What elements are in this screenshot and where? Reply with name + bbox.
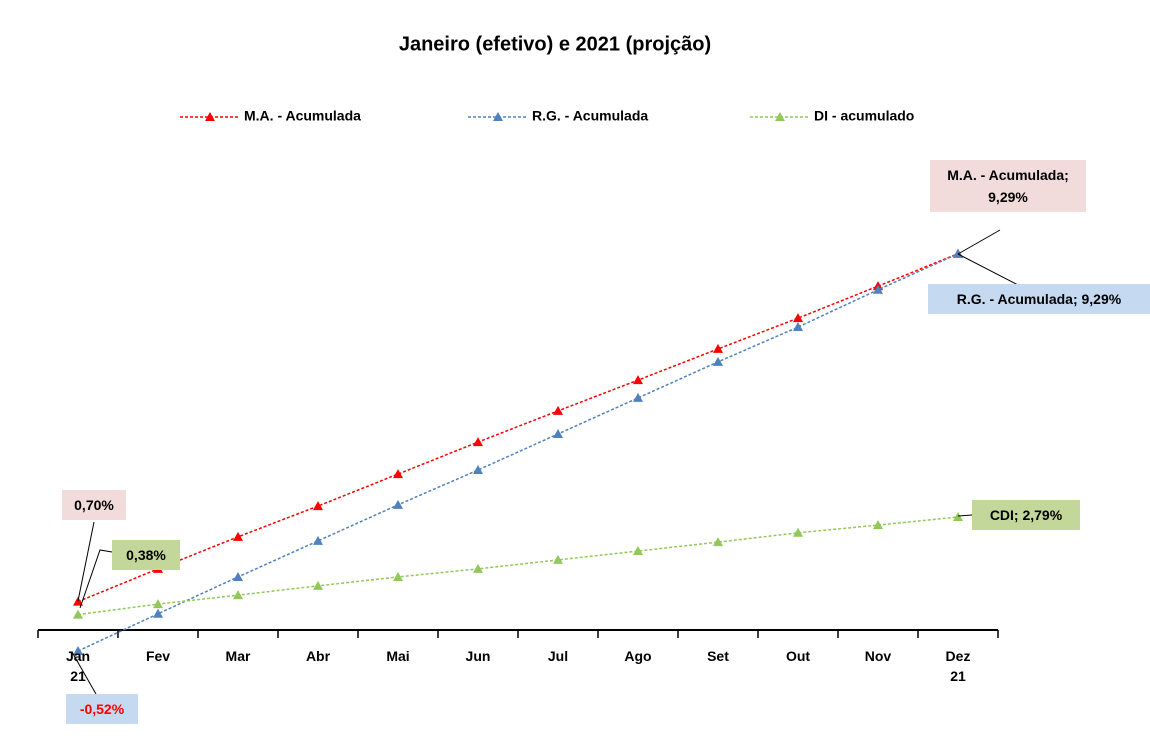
data-point (153, 599, 163, 609)
x-tick-label: Set (707, 648, 729, 664)
data-label: CDI; 2,79% (972, 500, 1080, 530)
series-line (77, 516, 959, 616)
data-point (233, 590, 243, 600)
series-line (77, 253, 959, 603)
x-tick-label: Mar (225, 648, 251, 664)
data-point (873, 520, 883, 530)
x-tick-label: Out (785, 648, 811, 664)
data-point (473, 437, 483, 447)
data-point (873, 284, 883, 294)
data-point (793, 322, 803, 332)
leader-line (957, 514, 973, 517)
data-point (393, 469, 403, 479)
x-tick-label: Ago (624, 648, 652, 664)
data-point (713, 356, 723, 366)
x-tick-label: Dez 21 (945, 648, 971, 684)
x-tick-label: Mai (386, 648, 410, 664)
series-line (77, 253, 959, 652)
leader-line (71, 651, 97, 695)
data-point (793, 527, 803, 537)
legend-marker (205, 112, 215, 121)
data-point (953, 248, 963, 258)
data-point (233, 571, 243, 581)
data-point (553, 405, 563, 415)
data-label: R.G. - Acumulada; 9,29% (928, 284, 1150, 314)
data-label: -0,52% (66, 694, 138, 724)
x-tick-label: Jul (547, 648, 569, 664)
data-point (713, 537, 723, 547)
leader-line (957, 229, 1001, 255)
data-point (313, 580, 323, 590)
data-point (233, 531, 243, 541)
data-point (73, 609, 83, 619)
data-point (793, 313, 803, 323)
data-point (553, 428, 563, 438)
leader-line (957, 253, 1021, 287)
data-point (553, 554, 563, 564)
leader-line (77, 521, 95, 602)
legend-label: M.A. - Acumulada (244, 108, 361, 124)
chart-title: Janeiro (efetivo) e 2021 (projção) (399, 33, 711, 55)
data-point (473, 563, 483, 573)
data-label: M.A. - Acumulada; 9,29% (930, 160, 1086, 212)
x-tick-label: Nov (864, 648, 892, 664)
data-point (633, 392, 643, 402)
legend-label: R.G. - Acumulada (532, 108, 648, 124)
data-point (393, 499, 403, 509)
legend-marker (775, 112, 785, 121)
data-point (473, 465, 483, 475)
leader-line (79, 549, 113, 609)
legend-marker (493, 112, 503, 121)
data-point (393, 571, 403, 581)
x-tick-label: Jun (465, 648, 491, 664)
data-point (313, 501, 323, 511)
data-point (633, 375, 643, 385)
legend-label: DI - acumulado (814, 108, 914, 124)
data-point (73, 596, 83, 606)
data-point (73, 646, 83, 656)
x-tick-label: Jan 21 (65, 648, 91, 684)
x-tick-label: Fev (145, 648, 171, 664)
data-point (713, 343, 723, 353)
data-label: 0,38% (112, 540, 180, 570)
data-point (633, 546, 643, 556)
data-point (313, 535, 323, 545)
data-point (153, 608, 163, 618)
x-tick-label: Abr (305, 648, 331, 664)
data-label: 0,70% (62, 490, 126, 520)
data-point (953, 512, 963, 522)
